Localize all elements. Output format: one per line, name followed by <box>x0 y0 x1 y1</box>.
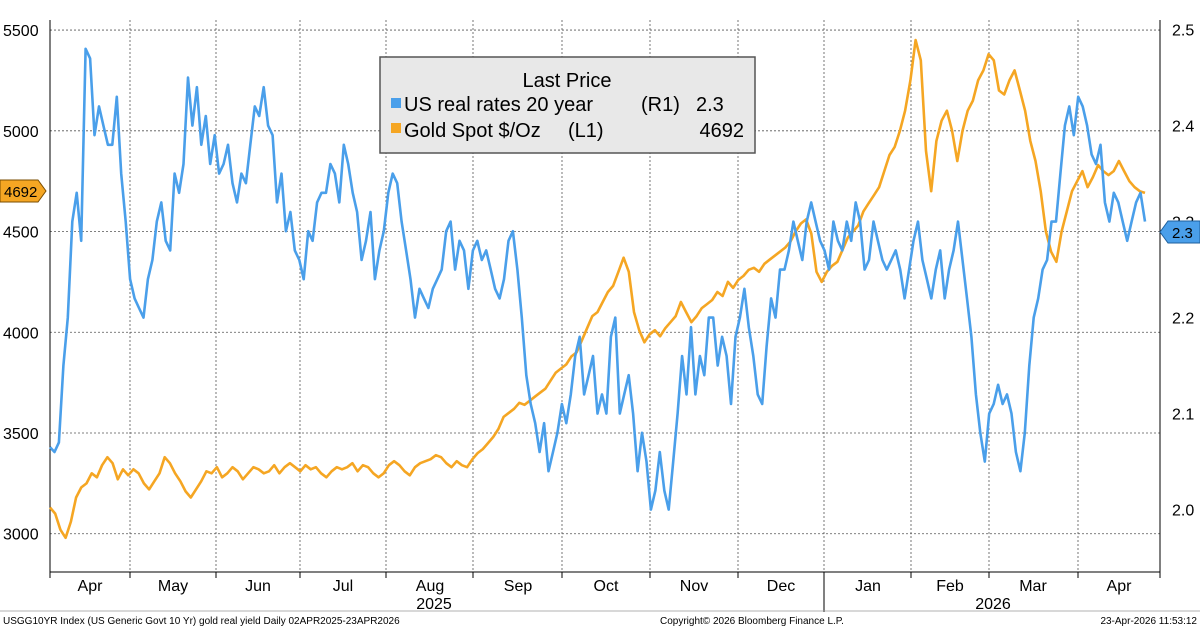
legend-swatch-gold <box>391 123 401 133</box>
footer-source: USGG10YR Index (US Generic Govt 10 Yr) g… <box>3 616 400 627</box>
legend-label-gold: Gold Spot $/Oz <box>404 120 541 142</box>
month-tick-label: Dec <box>767 578 795 595</box>
left-tick-label: 3500 <box>3 426 39 443</box>
footer-timestamp: 23-Apr-2026 11:53:12 <box>1100 616 1197 627</box>
month-tick-label: May <box>158 578 188 595</box>
left-tick-label: 4000 <box>3 325 39 342</box>
legend-swatch-real-rates <box>391 98 401 108</box>
left-badge-text: 4692 <box>4 184 37 201</box>
legend-value-gold: 4692 <box>700 120 745 142</box>
left-tick-label: 4500 <box>3 225 39 242</box>
month-tick-label: Sep <box>504 578 533 595</box>
month-tick-label: Jul <box>333 578 353 595</box>
right-tick-label: 2.2 <box>1172 311 1194 328</box>
legend-axis-real-rates: (R1) <box>641 94 680 116</box>
legend-box <box>379 56 756 154</box>
month-tick-label: Jun <box>245 578 271 595</box>
footer-copyright: Copyright© 2026 Bloomberg Finance L.P. <box>660 616 844 627</box>
month-tick-label: Apr <box>1107 578 1133 595</box>
month-tick-label: Mar <box>1019 578 1047 595</box>
month-tick-label: Nov <box>680 578 708 595</box>
month-tick-label: Jan <box>855 578 881 595</box>
series-lines <box>49 38 1147 540</box>
left-tick-label: 3000 <box>3 527 39 544</box>
left-tick-label: 5500 <box>3 23 39 40</box>
legend: Last Price US real rates 20 year (R1) 2.… <box>379 56 756 154</box>
right-tick-label: 2.4 <box>1172 119 1194 136</box>
month-tick-label: Apr <box>78 578 104 595</box>
right-badge-text: 2.3 <box>1172 225 1193 242</box>
legend-label-real-rates: US real rates 20 year <box>404 94 593 116</box>
left-last-value-badge: 4692 <box>0 179 47 203</box>
month-tick-label: Oct <box>594 578 619 595</box>
left-tick-label: 5000 <box>3 124 39 141</box>
series-line-gold <box>49 38 1146 540</box>
right-tick-label: 2.1 <box>1172 407 1194 424</box>
legend-title: Last Price <box>523 70 612 92</box>
right-tick-label: 2.5 <box>1172 23 1194 40</box>
right-tick-label: 2.0 <box>1172 503 1194 520</box>
month-tick-label: Aug <box>416 578 444 595</box>
year-label: 2026 <box>975 596 1011 613</box>
legend-value-real-rates: 2.3 <box>696 94 724 116</box>
right-last-value-badge: 2.3 <box>1159 220 1200 244</box>
series-line-real-rates <box>49 47 1147 511</box>
year-label: 2025 <box>416 596 452 613</box>
axes: 3000 3500 4000 4500 5000 5500 2.0 2.1 2.2 2.3 2.4 2… <box>3 20 1194 613</box>
legend-axis-gold: (L1) <box>568 120 604 142</box>
month-tick-label: Feb <box>936 578 964 595</box>
